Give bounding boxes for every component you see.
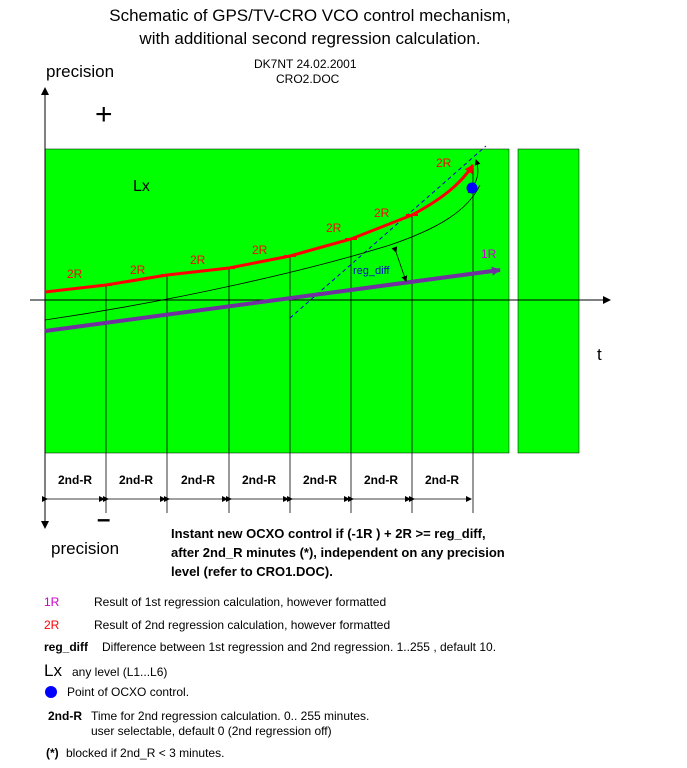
- first-regression-label: 1R: [481, 247, 497, 261]
- author-date: DK7NT 24.02.2001: [254, 57, 357, 71]
- legend-regdiff-desc: Difference between 1st regression and 2n…: [102, 640, 497, 654]
- legend-2ndr-desc-1: Time for 2nd regression calculation. 0..…: [91, 709, 370, 723]
- second-regression-label: 2R: [436, 156, 452, 170]
- legend-1r-key: 1R: [44, 595, 60, 609]
- second-regression-label: 2R: [374, 206, 390, 220]
- legend-2r-desc: Result of 2nd regression calculation, ho…: [94, 618, 391, 632]
- legend-2r-key: 2R: [44, 618, 60, 632]
- first-regression-line: [44, 266, 501, 333]
- level-field-side: [517, 148, 580, 454]
- title-line-1: Schematic of GPS/TV-CRO VCO control mech…: [109, 6, 511, 25]
- note-line-2: after 2nd_R minutes (*), independent on …: [171, 545, 505, 560]
- note-line-1: Instant new OCXO control if (-1R ) + 2R …: [171, 526, 486, 541]
- reg-diff-arrow: [391, 246, 408, 282]
- legend-control-point-icon: [45, 686, 57, 698]
- second-regression-label: 2R: [190, 253, 206, 267]
- legend-blocked-key: (*): [46, 746, 59, 760]
- interval-label: 2nd-R: [242, 473, 276, 487]
- interval-label: 2nd-R: [181, 473, 215, 487]
- second-regression-label: 2R: [130, 263, 146, 277]
- y-axis-bottom-label: precision: [51, 539, 120, 558]
- legend-blocked-desc: blocked if 2nd_R < 3 minutes.: [66, 746, 225, 760]
- minus-sign: –: [97, 506, 111, 533]
- regression-ticks: [100, 214, 418, 286]
- note-line-3: level (refer to CRO1.DOC).: [171, 564, 333, 579]
- legend-2ndr-desc-2: user selectable, default 0 (2nd regressi…: [91, 724, 332, 738]
- y-axis-top-label: precision: [46, 62, 115, 81]
- interval-label: 2nd-R: [425, 473, 459, 487]
- legend-2ndr-key: 2nd-R: [48, 709, 82, 723]
- ocxo-control-point: [466, 182, 478, 194]
- interval-label: 2nd-R: [58, 473, 92, 487]
- legend-lx-key: Lx: [44, 661, 62, 680]
- comparison-curve: [44, 184, 481, 321]
- legend-regdiff-key: reg_diff: [44, 640, 89, 654]
- title-line-2: with additional second regression calcul…: [139, 29, 481, 48]
- level-label: Lx: [133, 178, 150, 195]
- tangent-dashed-line: [289, 145, 487, 319]
- legend-control-point-desc: Point of OCXO control.: [67, 685, 190, 699]
- second-regression-curve: [44, 164, 475, 294]
- reg-diff-label: reg_diff: [353, 265, 390, 277]
- interval-label: 2nd-R: [364, 473, 398, 487]
- interval-label: 2nd-R: [119, 473, 153, 487]
- x-axis-label: t: [597, 345, 602, 364]
- document-name: CRO2.DOC: [276, 72, 340, 86]
- legend-1r-desc: Result of 1st regression calculation, ho…: [94, 595, 387, 609]
- second-regression-label: 2R: [67, 267, 83, 281]
- second-regression-label: 2R: [326, 221, 342, 235]
- legend-lx-desc: any level (L1...L6): [72, 665, 168, 679]
- plus-sign: +: [95, 98, 113, 131]
- second-regression-label: 2R: [252, 243, 268, 257]
- interval-label: 2nd-R: [303, 473, 337, 487]
